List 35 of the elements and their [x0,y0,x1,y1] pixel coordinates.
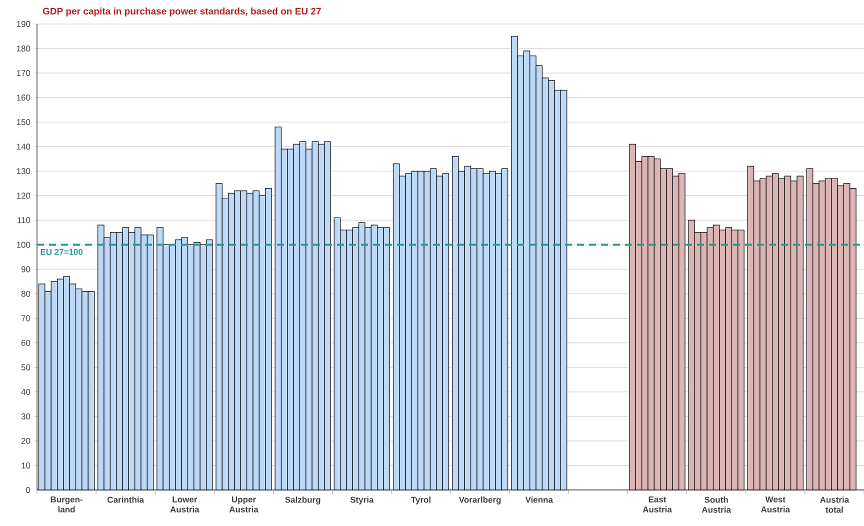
chart-title: GDP per capita in purchase power standards, based on EU 27 [42,8,321,16]
x-tick-label: Burgen-land [50,496,82,512]
x-tick-label: Vorarlberg [458,496,501,504]
x-tick-label: Austria total [820,496,850,513]
y-tick-label: 20 [21,438,30,444]
y-tick-label: 100 [16,242,30,248]
x-tick-label: Lower Austria [170,496,200,512]
y-tick-label: 190 [16,20,30,27]
y-tick-label: 50 [21,364,30,370]
y-tick-label: 40 [21,388,30,395]
x-tick-label: Carinthia [108,496,144,503]
y-tick-label: 0 [26,486,30,493]
y-tick-label: 150 [16,119,30,126]
y-tick-label: 120 [16,192,30,199]
x-tick-label: Vienna [525,496,554,503]
y-tick-label: 160 [16,94,30,101]
y-tick-label: 140 [16,144,30,150]
y-tick-label: 10 [22,462,30,468]
y-tick-label: 80 [21,290,30,297]
x-tick-label: Upper Austria [229,496,258,512]
x-tick-label: East Austria [642,496,672,512]
y-tick-label: 60 [21,340,30,346]
x-tick-label: Salzburg [285,496,320,504]
y-tick-label: 90 [21,266,30,272]
x-tick-label: Styria [350,496,374,504]
y-tick-label: 180 [16,46,30,52]
y-tick-label: 70 [21,315,30,322]
y-tick-label: 130 [16,168,30,174]
y-tick-label: 110 [18,217,30,224]
x-tick-label: Tyrol [410,496,430,504]
y-tick-label: 170 [16,70,30,76]
x-tick-label: South Austria [702,496,732,513]
y-tick-label: 30 [21,413,30,420]
x-tick-label: West Austria [760,496,790,512]
ref-line-label: EU 27=100 [40,248,83,255]
